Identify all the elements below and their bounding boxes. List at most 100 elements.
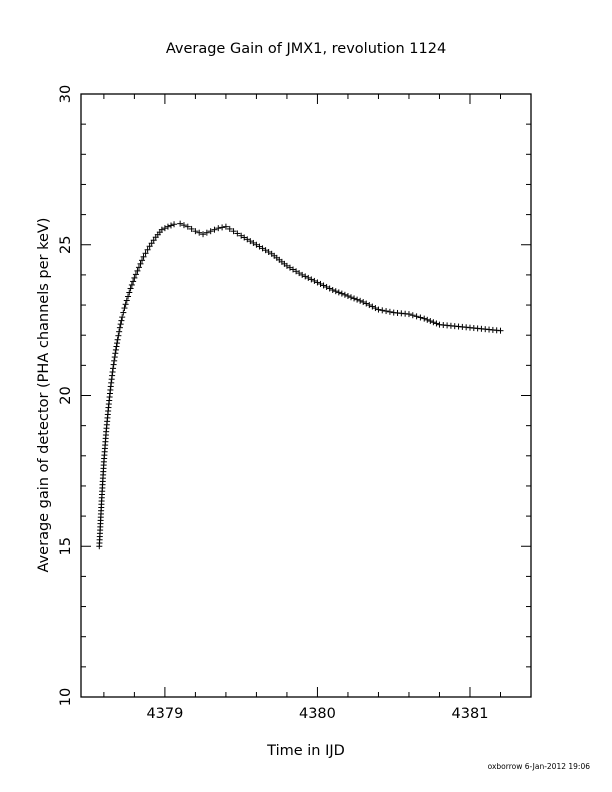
- y-tick-label: 10: [58, 688, 74, 706]
- data-point: [161, 225, 168, 232]
- data-point: [314, 279, 321, 286]
- data-point: [114, 336, 121, 343]
- chart-title: Average Gain of JMX1, revolution 1124: [166, 41, 446, 57]
- data-point: [126, 289, 133, 296]
- data-point: [348, 294, 354, 301]
- data-point: [326, 285, 333, 292]
- data-point: [383, 308, 390, 315]
- data-point: [427, 318, 434, 325]
- data-point: [148, 240, 155, 247]
- y-tick-label: 30: [58, 85, 74, 103]
- data-point: [131, 274, 138, 281]
- data-point: [409, 312, 416, 319]
- data-point: [417, 314, 424, 321]
- data-point: [113, 343, 120, 350]
- data-point: [158, 226, 165, 233]
- y-tick-label: 15: [58, 537, 74, 555]
- data-point: [360, 299, 367, 306]
- data-point: [116, 324, 123, 331]
- y-tick-label: 25: [58, 236, 74, 254]
- data-point: [497, 327, 504, 334]
- data-point: [117, 321, 124, 328]
- data-point: [329, 286, 336, 293]
- data-point: [184, 223, 191, 230]
- data-point: [177, 220, 184, 227]
- data-point: [241, 234, 248, 241]
- y-axis-label: Average gain of detector (PHA channels p…: [36, 218, 52, 573]
- data-point: [110, 361, 117, 368]
- data-point: [115, 332, 122, 339]
- data-point: [259, 245, 266, 252]
- data-point: [215, 225, 222, 232]
- data-point: [344, 293, 351, 300]
- data-point: [207, 228, 214, 235]
- data-point: [180, 222, 187, 229]
- data-point: [354, 296, 361, 303]
- data-point: [379, 307, 386, 314]
- data-point: [386, 308, 393, 315]
- data-point: [323, 283, 330, 290]
- data-point: [127, 285, 134, 292]
- y-tick-label: 20: [58, 386, 74, 404]
- data-point: [211, 226, 218, 233]
- data-point: [196, 229, 203, 236]
- x-axis-label: Time in IJD: [266, 743, 345, 759]
- data-point: [366, 302, 373, 309]
- data-point: [247, 238, 254, 245]
- data-point: [112, 346, 119, 353]
- data-point: [244, 236, 251, 243]
- data-point: [192, 228, 199, 235]
- data-point: [424, 316, 431, 323]
- data-point: [168, 222, 174, 229]
- data-point: [114, 340, 121, 347]
- data-point: [256, 243, 263, 250]
- data-points: [96, 220, 504, 550]
- data-point: [286, 264, 293, 271]
- data-point: [219, 224, 226, 231]
- data-point: [134, 267, 141, 274]
- axis-tick-labels: 4379 4380 4381 10 15 20 25 30: [58, 85, 488, 722]
- data-point: [262, 247, 269, 254]
- data-point: [250, 239, 257, 246]
- data-point: [433, 320, 440, 327]
- data-point: [320, 282, 327, 289]
- data-point: [137, 260, 144, 267]
- data-point: [164, 223, 171, 230]
- data-point: [118, 317, 125, 324]
- data-point: [200, 231, 207, 238]
- data-point: [351, 295, 358, 302]
- data-point: [112, 350, 119, 357]
- data-point: [290, 266, 297, 273]
- data-point: [188, 225, 195, 232]
- plot-frame: [80, 93, 532, 698]
- data-point: [122, 301, 129, 308]
- data-point: [238, 232, 245, 239]
- data-point: [119, 314, 126, 321]
- footer-credit: oxborrow 6-Jan-2012 19:06: [488, 762, 591, 771]
- data-point: [296, 270, 303, 277]
- data-point: [130, 278, 137, 285]
- x-tick-label: 4379: [146, 706, 183, 722]
- data-point: [128, 281, 135, 288]
- data-point: [317, 280, 324, 287]
- data-point: [123, 297, 130, 304]
- data-point: [230, 228, 237, 235]
- x-tick-label: 4380: [299, 706, 336, 722]
- data-point: [372, 305, 379, 312]
- data-point: [253, 241, 260, 248]
- data-point: [335, 289, 342, 296]
- data-point: [203, 229, 210, 236]
- data-point: [226, 225, 233, 232]
- data-point: [110, 365, 117, 372]
- data-point: [132, 271, 139, 278]
- data-point: [357, 297, 364, 304]
- x-tick-label: 4381: [452, 706, 489, 722]
- data-point: [125, 293, 132, 300]
- data-point: [375, 306, 382, 313]
- data-point: [140, 253, 147, 260]
- axis-ticks: [81, 93, 532, 698]
- data-point: [135, 264, 142, 271]
- data-point: [171, 221, 178, 228]
- data-point: [293, 268, 300, 275]
